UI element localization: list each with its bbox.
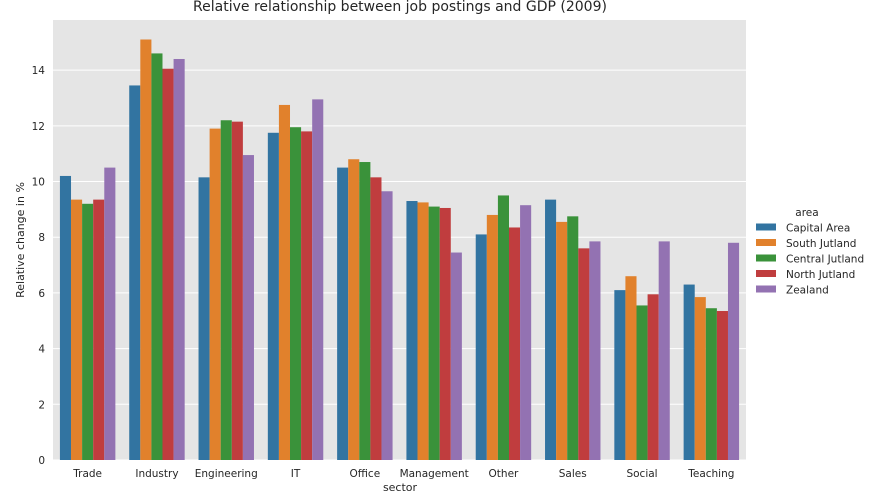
bar <box>520 205 532 460</box>
bar <box>727 242 740 460</box>
x-tick-label: Trade <box>72 468 102 480</box>
x-axis-label: sector <box>383 481 418 494</box>
y-tick-label: 8 <box>38 232 45 244</box>
legend-label: South Jutland <box>786 238 856 250</box>
chart-title: Relative relationship between job postin… <box>193 0 607 15</box>
bar <box>93 199 105 461</box>
bar <box>716 311 728 460</box>
bar <box>162 68 174 460</box>
y-tick-label: 2 <box>38 399 45 411</box>
x-tick-label: Management <box>400 468 469 480</box>
legend-label: Zealand <box>786 285 829 297</box>
legend-swatch <box>756 285 776 293</box>
bar <box>59 175 72 460</box>
bar <box>705 308 717 460</box>
bar <box>497 195 509 460</box>
bar <box>694 297 706 460</box>
legend-label: Capital Area <box>786 223 850 235</box>
bar <box>406 201 418 460</box>
legend-label: North Jutland <box>786 269 855 281</box>
bar <box>151 53 163 460</box>
bar <box>625 276 637 460</box>
x-tick-label: Teaching <box>687 468 734 480</box>
x-tick-label: Sales <box>559 468 587 480</box>
bar <box>129 85 141 460</box>
y-tick-label: 4 <box>38 344 45 356</box>
bar <box>428 206 440 460</box>
bar <box>486 214 498 460</box>
bar <box>267 132 279 461</box>
bar <box>545 199 557 461</box>
bar <box>567 216 579 460</box>
y-tick-labels: 0 2 4 6 8 10 12 14 <box>32 65 46 467</box>
bar <box>381 191 393 461</box>
x-tick-label: Engineering <box>195 468 258 480</box>
bar <box>198 177 210 460</box>
bar <box>104 167 116 460</box>
y-tick-label: 6 <box>38 288 45 300</box>
bar <box>589 241 601 460</box>
bar <box>614 290 626 460</box>
legend-label: Central Jutland <box>786 254 864 266</box>
bar <box>658 241 670 460</box>
x-tick-label: Other <box>489 468 519 480</box>
bar <box>301 131 313 461</box>
bar <box>71 199 83 461</box>
x-tick-labels: Trade Industry Engineering IT Office Manageme… <box>72 468 734 480</box>
legend: area Capital Area South Jutland Central Ju… <box>756 207 864 297</box>
bar <box>337 167 349 460</box>
bars <box>59 39 740 461</box>
legend-swatch <box>756 270 776 277</box>
bar <box>82 203 94 460</box>
bar <box>556 221 568 460</box>
bar <box>359 162 371 460</box>
bar <box>647 294 659 460</box>
bar <box>173 58 185 461</box>
bar <box>475 234 487 460</box>
bar <box>140 39 152 460</box>
y-axis-label: Relative change in % <box>14 182 27 298</box>
bar <box>209 128 221 460</box>
bar <box>242 155 254 460</box>
y-tick-label: 12 <box>32 121 45 133</box>
legend-title: area <box>795 207 818 219</box>
x-tick-label: Social <box>626 468 657 480</box>
bar <box>508 227 521 460</box>
legend-swatch <box>756 239 776 246</box>
bar <box>312 99 324 460</box>
x-tick-label: Office <box>350 468 381 480</box>
y-tick-label: 0 <box>38 455 45 467</box>
legend-swatch <box>756 223 776 231</box>
bar <box>348 159 360 460</box>
bar <box>636 305 648 460</box>
bar <box>417 202 429 460</box>
x-tick-label: Industry <box>135 468 178 480</box>
bar <box>683 284 695 460</box>
bar <box>370 177 382 460</box>
bar <box>439 207 451 460</box>
bar <box>220 120 232 460</box>
bar <box>578 248 590 460</box>
legend-swatch <box>756 254 776 262</box>
y-tick-label: 10 <box>32 177 45 189</box>
x-tick-label: IT <box>291 468 301 480</box>
y-tick-label: 14 <box>32 65 46 77</box>
bar <box>290 127 302 461</box>
bar <box>231 121 243 460</box>
bar <box>450 252 462 460</box>
bar <box>278 104 291 460</box>
